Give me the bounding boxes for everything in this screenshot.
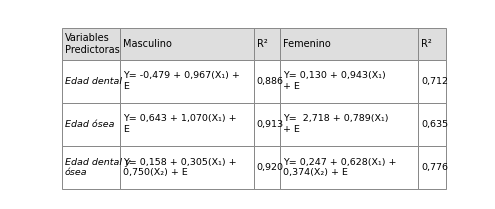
Text: 0,776: 0,776 [421, 163, 448, 172]
Text: Y=  2,718 + 0,789(X₁)
+ E: Y= 2,718 + 0,789(X₁) + E [283, 115, 389, 134]
Bar [253, 146, 280, 189]
Text: 0,886: 0,886 [257, 77, 284, 86]
Bar [418, 60, 446, 103]
Text: Y= -0,479 + 0,967(X₁) +
E: Y= -0,479 + 0,967(X₁) + E [123, 71, 240, 91]
Text: R²: R² [257, 39, 267, 49]
Text: Femenino: Femenino [283, 39, 331, 49]
Text: Y= 0,158 + 0,305(X₁) +
0,750(X₂) + E: Y= 0,158 + 0,305(X₁) + 0,750(X₂) + E [123, 158, 237, 177]
Bar [62, 103, 120, 146]
Text: 0,635: 0,635 [421, 120, 448, 129]
Bar [120, 103, 253, 146]
Bar [418, 28, 446, 60]
Bar [253, 60, 280, 103]
Bar [280, 103, 418, 146]
Bar [280, 60, 418, 103]
Bar [120, 28, 253, 60]
Bar [62, 28, 120, 60]
Bar [62, 146, 120, 189]
Bar [253, 103, 280, 146]
Text: 0,913: 0,913 [257, 120, 284, 129]
Text: Y= 0,247 + 0,628(X₁) +
0,374(X₂) + E: Y= 0,247 + 0,628(X₁) + 0,374(X₂) + E [283, 158, 396, 177]
Bar [120, 146, 253, 189]
Bar [418, 103, 446, 146]
Bar [62, 60, 120, 103]
Text: Edad ósea: Edad ósea [65, 120, 114, 129]
Text: Y= 0,130 + 0,943(X₁)
+ E: Y= 0,130 + 0,943(X₁) + E [283, 71, 386, 91]
Text: 0,920: 0,920 [257, 163, 284, 172]
Text: Edad dental: Edad dental [65, 77, 122, 86]
Text: Y= 0,643 + 1,070(X₁) +
E: Y= 0,643 + 1,070(X₁) + E [123, 115, 237, 134]
Text: Masculino: Masculino [123, 39, 172, 49]
Text: R²: R² [421, 39, 432, 49]
Bar [280, 28, 418, 60]
Bar [253, 28, 280, 60]
Text: Edad dental y
ósea: Edad dental y ósea [65, 158, 131, 177]
Bar [280, 146, 418, 189]
Text: 0,712: 0,712 [421, 77, 448, 86]
Text: Variables
Predictoras: Variables Predictoras [65, 33, 120, 55]
Bar [120, 60, 253, 103]
Bar [418, 146, 446, 189]
